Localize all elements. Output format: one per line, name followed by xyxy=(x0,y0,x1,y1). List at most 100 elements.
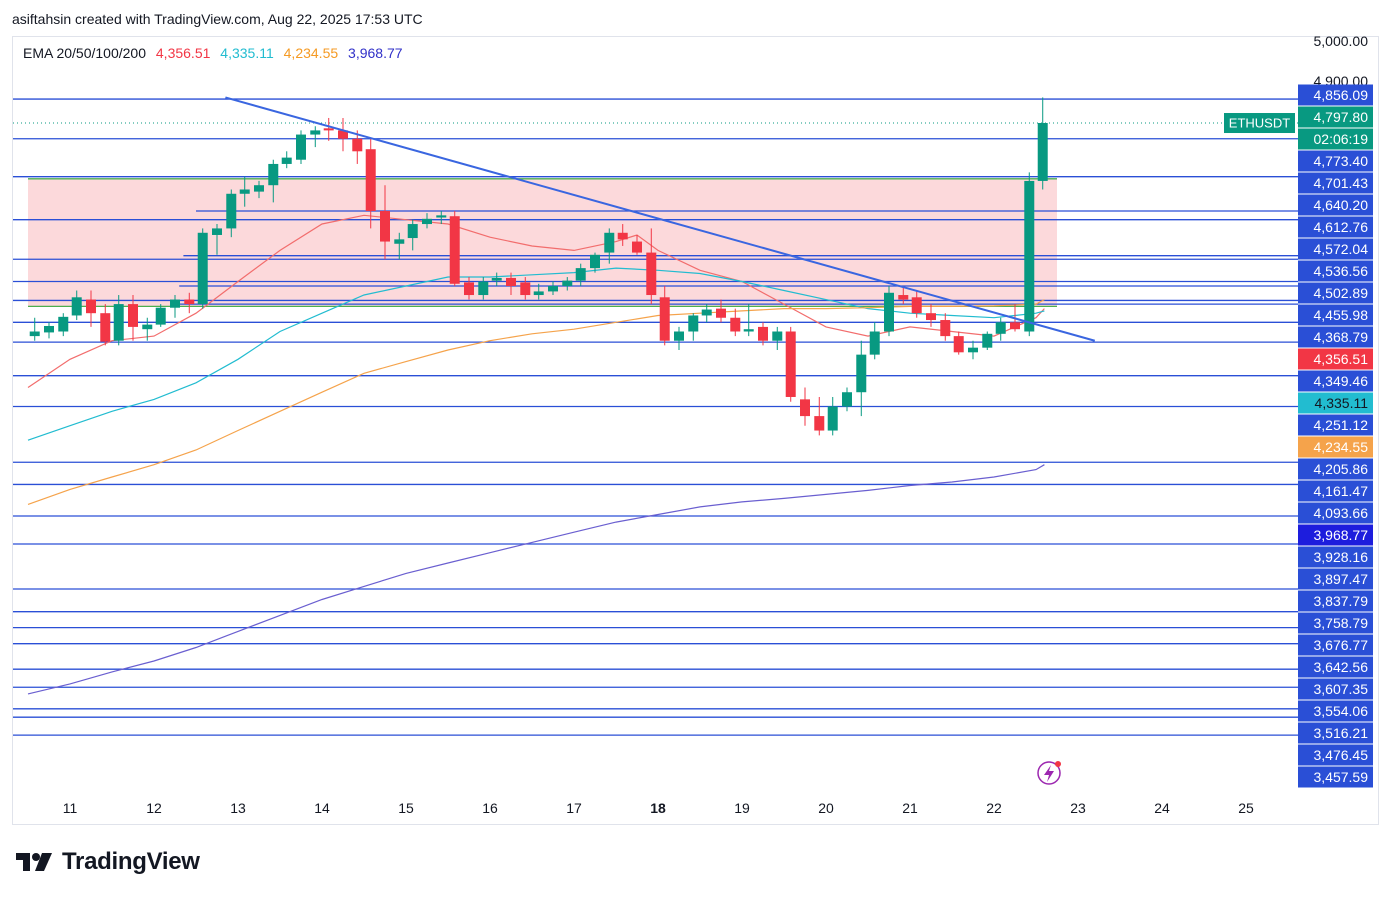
price-axis-label: 3,676.77 xyxy=(1298,634,1373,656)
candle xyxy=(772,326,783,350)
price-axis-label: 3,928.16 xyxy=(1298,546,1373,568)
candle xyxy=(940,313,951,341)
candle xyxy=(71,290,82,321)
price-axis-label-bg xyxy=(1298,700,1373,722)
candle xyxy=(491,272,502,287)
candle xyxy=(548,281,558,296)
price-axis-label: 4,773.40 xyxy=(1298,150,1373,172)
ema-200-line xyxy=(27,464,1045,695)
price-axis-label: 4,234.55 xyxy=(1298,436,1373,458)
price-axis-label-bg xyxy=(1298,524,1373,546)
price-axis-label: 4,856.09 xyxy=(1298,84,1373,106)
x-axis-tick-label: 12 xyxy=(146,800,162,816)
x-axis-tick-label: 24 xyxy=(1154,800,1170,816)
candle-body xyxy=(674,331,684,341)
x-axis-tick-label: 19 xyxy=(734,800,750,816)
candle-body xyxy=(1010,322,1020,330)
candle-body xyxy=(212,228,222,235)
ema-20-line xyxy=(27,214,1045,388)
candle-body xyxy=(281,157,292,164)
candle xyxy=(44,322,54,339)
price-axis-label: 4,536.56 xyxy=(1298,260,1373,282)
ema-legend: EMA 20/50/100/200 4,356.51 4,335.11 4,23… xyxy=(23,45,409,61)
candle xyxy=(184,292,195,314)
price-axis-label: 4,572.04 xyxy=(1298,238,1373,260)
candle-body xyxy=(800,399,810,417)
candle-body xyxy=(113,304,124,341)
price-axis-label: 4,356.51 xyxy=(1298,348,1373,370)
price-axis-label: 3,516.21 xyxy=(1298,722,1373,744)
candle-body xyxy=(170,299,180,308)
candle-body xyxy=(86,299,96,314)
candle xyxy=(268,159,279,203)
candle-body xyxy=(982,333,993,348)
price-axis-label-text: 4,234.55 xyxy=(1314,439,1369,455)
legend-ema20-value: 4,356.51 xyxy=(155,45,211,61)
candle xyxy=(100,304,111,346)
price-axis-label: 3,607.35 xyxy=(1298,678,1373,700)
price-axis-label-bg xyxy=(1298,348,1373,370)
price-axis-label-bg xyxy=(1298,282,1373,304)
price-axis-label: 3,968.77 xyxy=(1298,524,1373,546)
price-axis-label-text: 4,161.47 xyxy=(1314,483,1369,499)
price-axis-label-bg xyxy=(1298,304,1373,326)
candle-body xyxy=(562,280,573,287)
price-axis-label: 4,701.43 xyxy=(1298,172,1373,194)
candle-body xyxy=(617,232,628,240)
candle xyxy=(506,272,516,296)
candle-body xyxy=(659,297,670,341)
price-axis-label-text: 4,093.66 xyxy=(1314,505,1369,521)
price-axis-label-text: 4,773.40 xyxy=(1314,153,1369,169)
candle-body xyxy=(926,313,936,321)
candle-body xyxy=(632,241,642,253)
price-axis-label-bg xyxy=(1298,458,1373,480)
candle-body xyxy=(365,149,376,212)
price-axis-label-text: 3,476.45 xyxy=(1314,747,1369,763)
candle-body xyxy=(407,224,418,239)
tradingview-logo[interactable]: TradingView xyxy=(16,848,200,876)
price-axis-label-text: 4,455.98 xyxy=(1314,307,1369,323)
price-axis-label-text: 4,701.43 xyxy=(1314,175,1369,191)
candle xyxy=(743,304,754,337)
candle-body xyxy=(716,308,726,318)
chart-header: asiftahsin created with TradingView.com,… xyxy=(12,11,423,27)
price-axis-label-bg xyxy=(1298,392,1373,414)
price-axis-label-bg xyxy=(1298,194,1373,216)
candle xyxy=(86,290,96,327)
price-axis-label: 3,837.79 xyxy=(1298,590,1373,612)
candle xyxy=(800,387,810,426)
price-axis-label-text: 4,502.89 xyxy=(1314,285,1369,301)
candle-body xyxy=(590,254,600,269)
candle xyxy=(842,387,852,412)
price-axis-label-bg xyxy=(1298,84,1373,106)
price-axis-label-text: 3,457.59 xyxy=(1314,769,1369,785)
candle xyxy=(338,117,348,152)
candle xyxy=(212,224,222,255)
candle xyxy=(995,317,1006,341)
price-axis-label-bg xyxy=(1298,744,1373,766)
candle-body xyxy=(688,315,699,332)
descending-trendline xyxy=(225,96,1096,342)
candle-body xyxy=(814,416,825,431)
candle-body xyxy=(968,347,978,353)
candle-body xyxy=(856,354,867,393)
tradingview-logo-icon xyxy=(16,853,52,871)
price-axis-label-bg xyxy=(1298,568,1373,590)
price-axis-label: 4,349.46 xyxy=(1298,370,1373,392)
price-axis-label-bg xyxy=(1298,414,1373,436)
x-axis-tick-label: 11 xyxy=(63,800,78,816)
candle xyxy=(296,130,306,164)
candle xyxy=(394,232,405,260)
legend-ema100-value: 4,234.55 xyxy=(283,45,339,61)
price-axis-label-text: 3,928.16 xyxy=(1314,549,1369,565)
price-axis-label-bg xyxy=(1298,238,1373,260)
candle xyxy=(1037,97,1048,190)
price-axis-label-text: 3,554.06 xyxy=(1314,703,1369,719)
price-axis-label-bg xyxy=(1298,634,1373,656)
candle-body xyxy=(464,282,474,296)
candle-body xyxy=(940,320,951,337)
candle-body xyxy=(338,130,348,139)
candle-body xyxy=(226,193,237,229)
candle xyxy=(170,295,180,318)
